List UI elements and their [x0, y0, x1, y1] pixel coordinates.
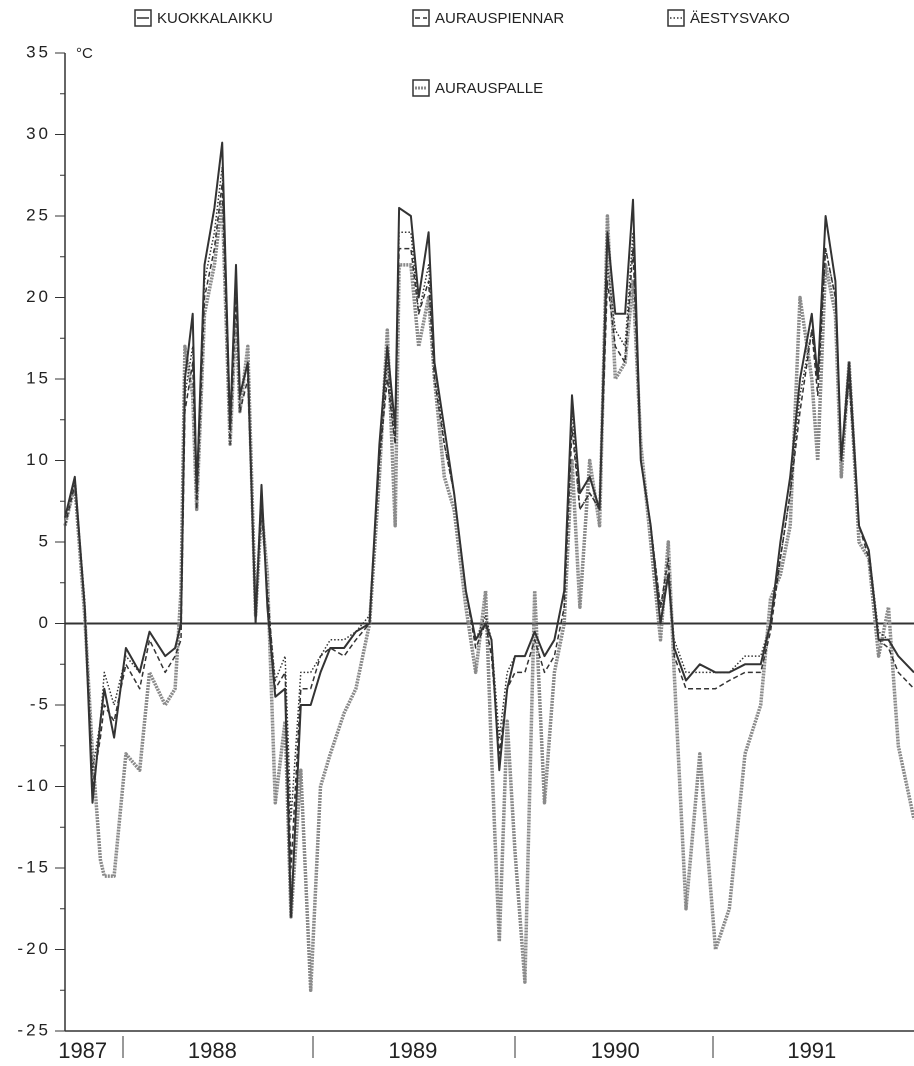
x-tick-label: 1989	[388, 1038, 437, 1063]
y-tick-label: 20	[26, 287, 51, 306]
legend-label: KUOKKALAIKKU	[157, 10, 273, 27]
series-line	[64, 182, 914, 869]
y-tick-label: -10	[17, 776, 51, 795]
y-tick-label: 25	[26, 205, 51, 224]
y-tick-label: 35	[26, 42, 51, 61]
y-tick-label: 5	[39, 531, 51, 550]
series-line	[63, 197, 914, 993]
x-tick-label: 1990	[591, 1038, 640, 1063]
y-tick-label: -15	[17, 857, 51, 876]
series-line	[64, 141, 914, 918]
legend-label: AURAUSPIENNAR	[435, 10, 564, 27]
y-tick-label: 15	[26, 368, 51, 387]
legend-label: AURAUSPALLE	[435, 80, 543, 97]
x-tick-label: 1991	[787, 1038, 836, 1063]
legend-label: ÄESTYSVAKO	[690, 10, 790, 27]
y-tick-label: -5	[30, 694, 51, 713]
y-tick-label: 0	[39, 613, 51, 632]
y-unit: °C	[76, 45, 93, 62]
legend-box	[667, 9, 685, 27]
x-tick-label: 1987	[58, 1038, 107, 1063]
y-tick-label: 30	[26, 124, 51, 143]
y-tick-label: -25	[17, 1020, 51, 1039]
legend-box	[412, 9, 430, 27]
y-tick-label: 10	[26, 450, 51, 469]
y-tick-label: -20	[17, 939, 51, 958]
x-tick-label: 1988	[188, 1038, 237, 1063]
